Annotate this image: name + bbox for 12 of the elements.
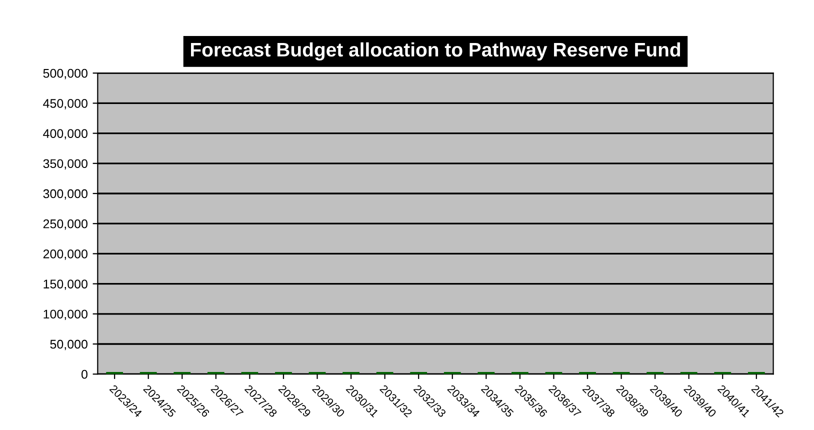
y-tick-label: 500,000 [43, 68, 88, 80]
y-tick-label: 350,000 [43, 159, 88, 170]
y-tick-label: 400,000 [43, 129, 88, 140]
y-tick-label: 100,000 [44, 310, 88, 320]
y-tick-label: 0 [81, 370, 88, 379]
y-tick-label: 50,000 [50, 340, 88, 350]
y-tick-label: 450,000 [43, 99, 88, 110]
y-tick-label: 200,000 [43, 250, 88, 260]
y-tick-label: 150,000 [44, 280, 88, 290]
chart-title: Forecast Budget allocation to Pathway Reserve Fund [191, 42, 680, 61]
y-tick-label: 250,000 [43, 219, 88, 230]
y-tick-label: 300,000 [43, 189, 88, 200]
